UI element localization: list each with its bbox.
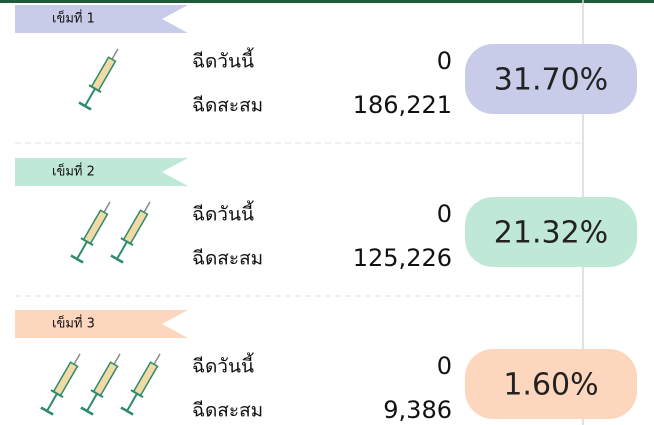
today-label: ฉีดวันนี้ [192, 201, 254, 226]
dose-label: เข็มที่ 1 [52, 9, 95, 27]
syringe-icon [77, 44, 126, 111]
syringe-icon [79, 349, 128, 416]
syringe-icon [109, 197, 158, 264]
cumulative-value: 125,226 [353, 244, 452, 272]
syringe-icon [119, 349, 168, 416]
percent-pill [465, 349, 637, 419]
percent-value: 21.32% [494, 216, 608, 251]
today-value: 0 [437, 200, 452, 228]
today-value: 0 [437, 352, 452, 380]
cumulative-label: ฉีดสะสม [192, 248, 263, 270]
top-bar [0, 0, 654, 3]
dose-card: เข็มที่ 2 ฉีดวันนี้ 0 ฉีดสะสม 125,226 21.32% [15, 158, 637, 272]
tag-ribbon [15, 158, 188, 186]
today-value: 0 [437, 47, 452, 75]
cumulative-label: ฉีดสะสม [192, 400, 263, 422]
syringe-icon [39, 349, 88, 416]
tag-ribbon [15, 310, 188, 338]
percent-pill [465, 44, 637, 114]
cumulative-value: 186,221 [353, 91, 452, 119]
percent-value: 1.60% [503, 368, 598, 403]
percent-pill [465, 197, 637, 267]
dose-card: เข็มที่ 3 ฉีดวันนี้ 0 ฉีดสะสม 9,386 1.60% [15, 310, 637, 424]
content: เข็มที่ 1ฉีดวันนี้ 0ฉีดสะสม 186,22131.70%เ… [15, 5, 637, 424]
syringe-icon [69, 197, 118, 264]
percent-value: 31.70% [494, 63, 608, 98]
today-label: ฉีดวันนี้ [192, 48, 254, 73]
tag-ribbon [15, 5, 188, 33]
dose-label: เข็มที่ 2 [52, 162, 95, 180]
cumulative-label: ฉีดสะสม [192, 95, 263, 117]
dose-label: เข็มที่ 3 [52, 314, 95, 332]
today-label: ฉีดวันนี้ [192, 353, 254, 378]
cumulative-value: 9,386 [383, 396, 452, 424]
dose-card: เข็มที่ 1 ฉีดวันนี้ 0 ฉีดสะสม 186,221 31.70% [15, 5, 637, 119]
